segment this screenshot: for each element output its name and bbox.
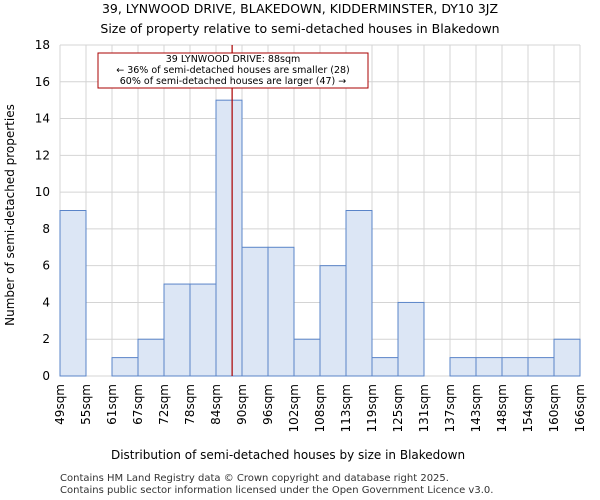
y-tick-label: 2 — [42, 332, 50, 346]
annotation-layer: 39 LYNWOOD DRIVE: 88sqm ← 36% of semi-de… — [97, 52, 369, 89]
axis-layer: 0 2 4 6 8 10 12 14 16 18 49sqm 55sqm 61sqm 67sqm 72sqm… — [35, 38, 587, 432]
x-tick-label: 72sqm — [157, 384, 171, 425]
y-tick-label: 4 — [42, 295, 50, 309]
histogram-bar — [449, 357, 477, 377]
histogram-bar — [319, 265, 347, 377]
y-tick-label: 8 — [42, 222, 50, 236]
x-axis-label: Distribution of semi-detached houses by … — [111, 448, 465, 462]
x-tick-label: 96sqm — [261, 384, 275, 425]
x-tick-label: 49sqm — [53, 384, 67, 425]
annotation-line-2: ← 36% of semi-detached houses are smalle… — [116, 65, 350, 76]
y-tick-label: 16 — [35, 75, 50, 89]
x-tick-label: 137sqm — [443, 384, 457, 432]
annotation-line-3: 60% of semi-detached houses are larger (… — [120, 76, 347, 87]
histogram-bar — [397, 301, 425, 377]
y-tick-label: 10 — [35, 185, 50, 199]
x-tick-label: 108sqm — [313, 384, 327, 432]
y-tick-label: 14 — [35, 112, 50, 126]
histogram-bar — [189, 283, 217, 377]
x-tick-label: 102sqm — [287, 384, 301, 432]
histogram-bar — [293, 338, 321, 377]
y-axis-label: Number of semi-detached properties — [3, 104, 17, 326]
histogram-bar — [241, 246, 269, 377]
chart-title: 39, LYNWOOD DRIVE, BLAKEDOWN, KIDDERMINS… — [102, 1, 498, 16]
x-tick-label: 154sqm — [521, 384, 535, 432]
histogram-bar — [215, 99, 243, 377]
bar-layer — [59, 99, 581, 377]
histogram-bar — [501, 357, 529, 377]
histogram-bar — [371, 357, 399, 377]
histogram-bar — [163, 283, 191, 377]
annotation-line-1: 39 LYNWOOD DRIVE: 88sqm — [166, 54, 301, 65]
histogram-bar — [527, 357, 555, 377]
x-tick-label: 166sqm — [573, 384, 587, 432]
x-tick-label: 55sqm — [79, 384, 93, 425]
histogram-bar — [553, 338, 581, 377]
x-tick-label: 119sqm — [365, 384, 379, 432]
footer-line-1: Contains HM Land Registry data © Crown c… — [60, 473, 449, 484]
x-tick-label: 131sqm — [417, 384, 431, 432]
x-tick-label: 143sqm — [469, 384, 483, 432]
x-tick-label: 90sqm — [235, 384, 249, 425]
y-tick-label: 12 — [35, 148, 50, 162]
x-tick-label: 84sqm — [209, 384, 223, 425]
y-tick-label: 18 — [35, 38, 50, 52]
x-tick-label: 148sqm — [495, 384, 509, 432]
y-tick-label: 6 — [42, 259, 50, 273]
x-tick-label: 125sqm — [391, 384, 405, 432]
y-tick-label: 0 — [42, 369, 50, 383]
histogram-bar — [111, 357, 139, 377]
histogram-bar — [475, 357, 503, 377]
chart-subtitle: Size of property relative to semi-detach… — [100, 21, 499, 36]
histogram-bar — [59, 210, 87, 377]
x-tick-label: 78sqm — [183, 384, 197, 425]
x-tick-label: 61sqm — [105, 384, 119, 425]
histogram-bar — [267, 246, 295, 377]
histogram-bar — [345, 210, 373, 377]
histogram-bar — [137, 338, 165, 377]
x-tick-label: 160sqm — [547, 384, 561, 432]
x-tick-label: 67sqm — [131, 384, 145, 425]
x-tick-label: 113sqm — [339, 384, 353, 432]
annotation-box — [97, 52, 369, 89]
footer-line-2: Contains public sector information licen… — [60, 485, 494, 496]
